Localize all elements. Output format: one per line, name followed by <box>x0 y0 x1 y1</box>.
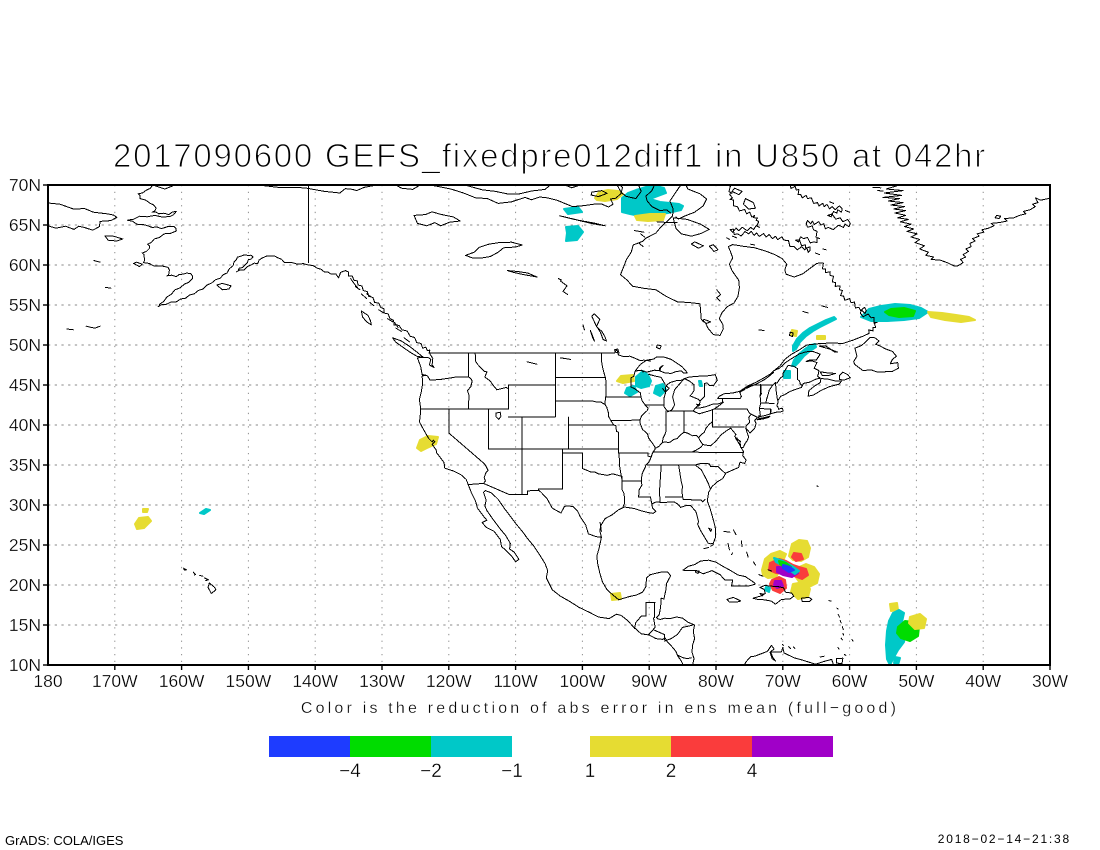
svg-text:65N: 65N <box>9 215 41 235</box>
svg-text:60W: 60W <box>832 671 868 691</box>
svg-text:70N: 70N <box>9 175 41 195</box>
svg-text:2017090600 GEFS_fixedpre012dif: 2017090600 GEFS_fixedpre012diff1 in U850… <box>113 137 987 174</box>
svg-text:160W: 160W <box>159 671 205 691</box>
svg-text:80W: 80W <box>698 671 734 691</box>
svg-text:GrADS: COLA/IGES: GrADS: COLA/IGES <box>5 833 124 848</box>
svg-text:Color is the reduction of abs: Color is the reduction of abs error in e… <box>301 700 899 717</box>
svg-text:20N: 20N <box>9 575 41 595</box>
svg-text:10N: 10N <box>9 655 41 675</box>
svg-text:25N: 25N <box>9 535 41 555</box>
svg-text:170W: 170W <box>92 671 138 691</box>
svg-text:140W: 140W <box>292 671 338 691</box>
svg-text:−2: −2 <box>420 761 442 782</box>
svg-text:30N: 30N <box>9 495 41 515</box>
svg-text:70W: 70W <box>765 671 801 691</box>
svg-text:35N: 35N <box>9 455 41 475</box>
svg-text:2018−02−14−21:38: 2018−02−14−21:38 <box>938 832 1071 846</box>
svg-text:30W: 30W <box>1032 671 1068 691</box>
svg-text:−1: −1 <box>501 761 523 782</box>
svg-text:40N: 40N <box>9 415 41 435</box>
svg-text:130W: 130W <box>359 671 405 691</box>
svg-text:60N: 60N <box>9 255 41 275</box>
svg-text:90W: 90W <box>631 671 667 691</box>
svg-text:40W: 40W <box>965 671 1001 691</box>
svg-text:4: 4 <box>747 761 758 782</box>
svg-text:50N: 50N <box>9 335 41 355</box>
svg-text:45N: 45N <box>9 375 41 395</box>
svg-text:180: 180 <box>33 671 62 691</box>
svg-text:2: 2 <box>666 761 677 782</box>
svg-text:55N: 55N <box>9 295 41 315</box>
svg-text:1: 1 <box>585 761 596 782</box>
svg-text:110W: 110W <box>493 671 538 691</box>
svg-text:15N: 15N <box>9 615 41 635</box>
svg-text:50W: 50W <box>898 671 934 691</box>
svg-text:100W: 100W <box>560 671 606 691</box>
svg-text:120W: 120W <box>426 671 472 691</box>
svg-text:150W: 150W <box>226 671 272 691</box>
svg-text:−4: −4 <box>339 761 361 782</box>
